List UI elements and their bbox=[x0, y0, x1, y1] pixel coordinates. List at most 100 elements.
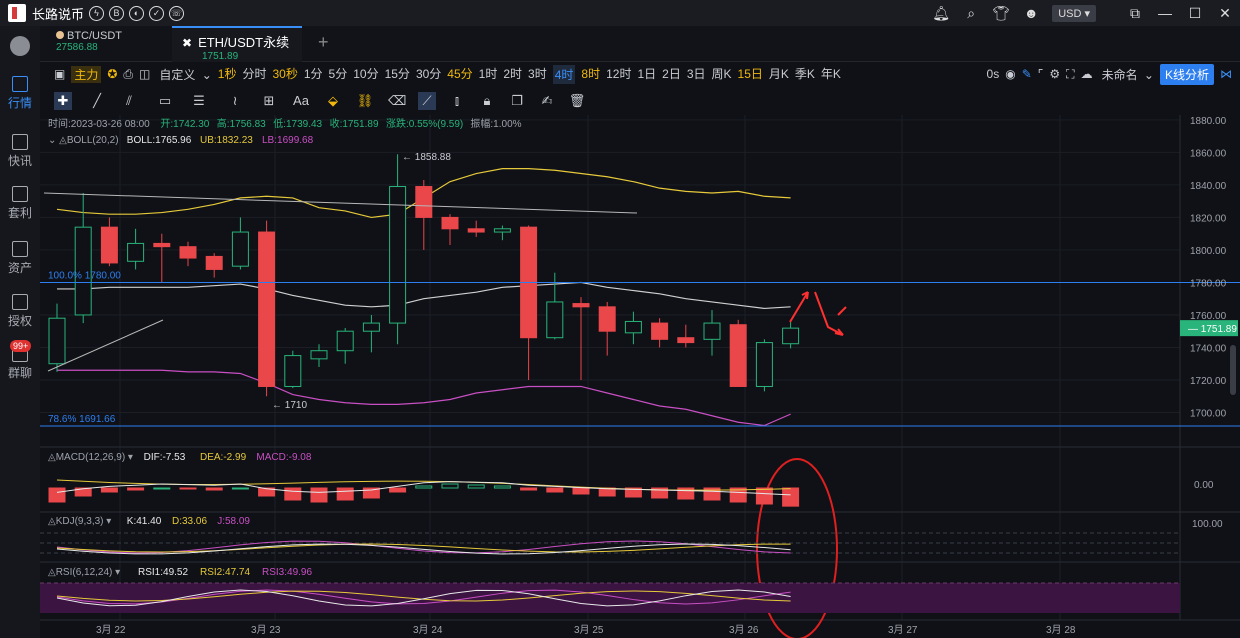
macd-bar bbox=[755, 487, 773, 505]
edit-icon[interactable]: ✍ bbox=[541, 93, 553, 108]
kdj-info: D:33.06 bbox=[172, 516, 207, 527]
link-icon[interactable]: ⛓ bbox=[356, 93, 374, 108]
search-icon[interactable]: ⌕ bbox=[967, 5, 976, 21]
tab-eth[interactable]: ✖ ETH/USDT永续 1751.89 bbox=[172, 26, 302, 62]
close-icon[interactable]: ✕ bbox=[1219, 5, 1231, 21]
timeframe-8时[interactable]: 8时 bbox=[581, 66, 601, 81]
measure-icon[interactable]: ⊞ bbox=[263, 93, 275, 108]
sidebar-item-0[interactable]: 行情 bbox=[0, 76, 40, 111]
candle bbox=[651, 318, 669, 348]
timeframe-1分[interactable]: 1分 bbox=[303, 66, 323, 81]
timeframe-10分[interactable]: 10分 bbox=[353, 66, 379, 81]
pin-icon[interactable]: ⧉ bbox=[1130, 5, 1140, 21]
arrow-tick-icon bbox=[837, 306, 847, 316]
cloud-icon[interactable]: ☁ bbox=[1080, 67, 1093, 81]
macd-bar bbox=[284, 487, 302, 501]
share-icon[interactable]: ⋈ bbox=[1220, 67, 1232, 81]
text-icon[interactable]: Aa bbox=[293, 93, 309, 108]
bulb-icon[interactable]: ✪ bbox=[107, 67, 118, 81]
fib-icon[interactable]: ☰ bbox=[193, 93, 205, 108]
ohlc-info: 涨跌:0.55%(9.59) bbox=[386, 117, 463, 130]
printer-icon[interactable]: ⎙ bbox=[123, 66, 134, 81]
custom-label: 自定义 bbox=[159, 67, 196, 82]
timeframe-4时[interactable]: 4时 bbox=[552, 64, 576, 84]
camera-icon[interactable]: ◉ bbox=[1005, 67, 1016, 81]
coin-dot-icon bbox=[56, 31, 64, 39]
maximize-icon[interactable]: ☐ bbox=[1188, 5, 1202, 21]
check-circle-icon[interactable]: ✓ bbox=[149, 5, 165, 21]
kline-analysis-button[interactable]: K线分析 bbox=[1159, 63, 1214, 85]
sidebar-item-3[interactable]: 资产 bbox=[0, 241, 40, 276]
layout-icon[interactable]: ◫ bbox=[139, 67, 151, 81]
candle bbox=[284, 350, 302, 389]
currency-select[interactable]: USD ▾ bbox=[1052, 4, 1096, 22]
timeframe-5分[interactable]: 5分 bbox=[328, 66, 348, 81]
main-indicator-button[interactable]: 主力 bbox=[71, 65, 102, 83]
pen-icon[interactable]: ✎ bbox=[1021, 67, 1032, 81]
unnamed-dropdown[interactable]: 未命名 ⌄ bbox=[1101, 67, 1154, 82]
candles-icon[interactable]: ⫾ bbox=[454, 93, 460, 108]
timeframe-30分[interactable]: 30分 bbox=[415, 66, 442, 81]
custom-dropdown[interactable]: 自定义 ⌄ bbox=[159, 67, 212, 82]
bell-icon[interactable]: 🔔︎ bbox=[932, 5, 951, 21]
timeframe-2日[interactable]: 2日 bbox=[662, 66, 681, 81]
crop-icon[interactable]: ⌜ bbox=[1037, 67, 1044, 81]
minimize-icon[interactable]: — bbox=[1158, 5, 1172, 21]
time-tick: 3月 25 bbox=[574, 624, 604, 636]
timeframe-15分[interactable]: 15分 bbox=[384, 66, 410, 81]
wechat-icon[interactable]: ◐ bbox=[129, 5, 145, 21]
timeframe-2时[interactable]: 2时 bbox=[503, 66, 523, 81]
add-tab-icon[interactable]: + bbox=[318, 32, 329, 52]
sidebar-item-4[interactable]: 授权 bbox=[0, 294, 40, 329]
parallel-lines-icon[interactable]: ⫽ bbox=[126, 93, 132, 108]
sidebar-item-2[interactable]: 套利 bbox=[0, 186, 40, 221]
boll-lower-band bbox=[57, 369, 791, 427]
settings-icon[interactable]: ⚙ bbox=[1049, 67, 1061, 81]
magnet-icon[interactable]: ⬙ bbox=[328, 93, 338, 108]
chart-area[interactable]: 100.0% 1780.00 78.6% 1691.66 ← 1858.88 ← 17… bbox=[40, 115, 1240, 638]
fullscreen-icon[interactable]: ⛶ bbox=[1066, 66, 1075, 81]
sidebar-item-5[interactable]: 群聊 99+ bbox=[0, 340, 40, 381]
timeframe-周K[interactable]: 周K bbox=[711, 66, 732, 81]
timeframe-15日[interactable]: 15日 bbox=[737, 66, 763, 81]
macd-bar bbox=[493, 485, 511, 489]
draw-mode-icon[interactable]: ⟋ bbox=[418, 92, 436, 110]
tab-btc[interactable]: BTC/USDT 27586.88 bbox=[46, 26, 132, 62]
kline-chart[interactable]: 100.0% 1780.00 78.6% 1691.66 ← 1858.88 ← 17… bbox=[40, 115, 1240, 638]
timeframe-分时[interactable]: 分时 bbox=[242, 66, 267, 81]
eraser-icon[interactable]: ⌫ bbox=[388, 93, 407, 108]
close-icon[interactable]: ✖ bbox=[182, 36, 193, 50]
timeframe-1日[interactable]: 1日 bbox=[637, 66, 657, 81]
timeframe-12时[interactable]: 12时 bbox=[606, 66, 632, 81]
trendline-icon[interactable]: ╱ bbox=[93, 93, 101, 108]
timeframe-月K[interactable]: 月K bbox=[768, 66, 789, 81]
sidebar-item-1[interactable]: 快讯 bbox=[0, 134, 40, 169]
shirt-icon[interactable]: 👕︎ bbox=[992, 5, 1011, 21]
rectangle-icon[interactable]: ▭ bbox=[158, 93, 172, 108]
timeframe-45分[interactable]: 45分 bbox=[447, 66, 473, 81]
timeframe-1时[interactable]: 1时 bbox=[478, 66, 498, 81]
candle-body bbox=[729, 324, 747, 387]
crosshair-icon[interactable]: ✚ bbox=[54, 92, 72, 110]
b-circle-icon[interactable]: B bbox=[109, 5, 125, 21]
macd-bar bbox=[100, 487, 118, 493]
macd-bar bbox=[231, 487, 249, 490]
zero-s-label[interactable]: 0s bbox=[986, 67, 1000, 81]
copy-icon[interactable]: ❐ bbox=[511, 93, 523, 108]
chart-type-icon[interactable]: ▣ bbox=[54, 67, 66, 81]
circle-annotation bbox=[756, 458, 838, 638]
timeframe-30秒[interactable]: 30秒 bbox=[272, 66, 298, 81]
lock-icon[interactable]: 🔒︎ bbox=[483, 93, 491, 108]
phone-icon[interactable]: ☏ bbox=[169, 5, 185, 21]
timeframe-3日[interactable]: 3日 bbox=[686, 66, 706, 81]
lightning-icon[interactable]: ϟ bbox=[89, 5, 105, 21]
trash-icon[interactable]: 🗑︎ bbox=[568, 93, 586, 108]
price-tick: 1780.00 bbox=[1190, 278, 1227, 289]
wave-icon[interactable]: ≀ bbox=[232, 93, 238, 108]
timeframe-1秒[interactable]: 1秒 bbox=[217, 66, 237, 81]
timeframe-年K[interactable]: 年K bbox=[820, 66, 841, 81]
candle-body bbox=[703, 322, 721, 340]
timeframe-季K[interactable]: 季K bbox=[794, 66, 815, 81]
user-icon[interactable]: ☻ bbox=[1023, 5, 1039, 21]
timeframe-3时[interactable]: 3时 bbox=[528, 66, 547, 81]
